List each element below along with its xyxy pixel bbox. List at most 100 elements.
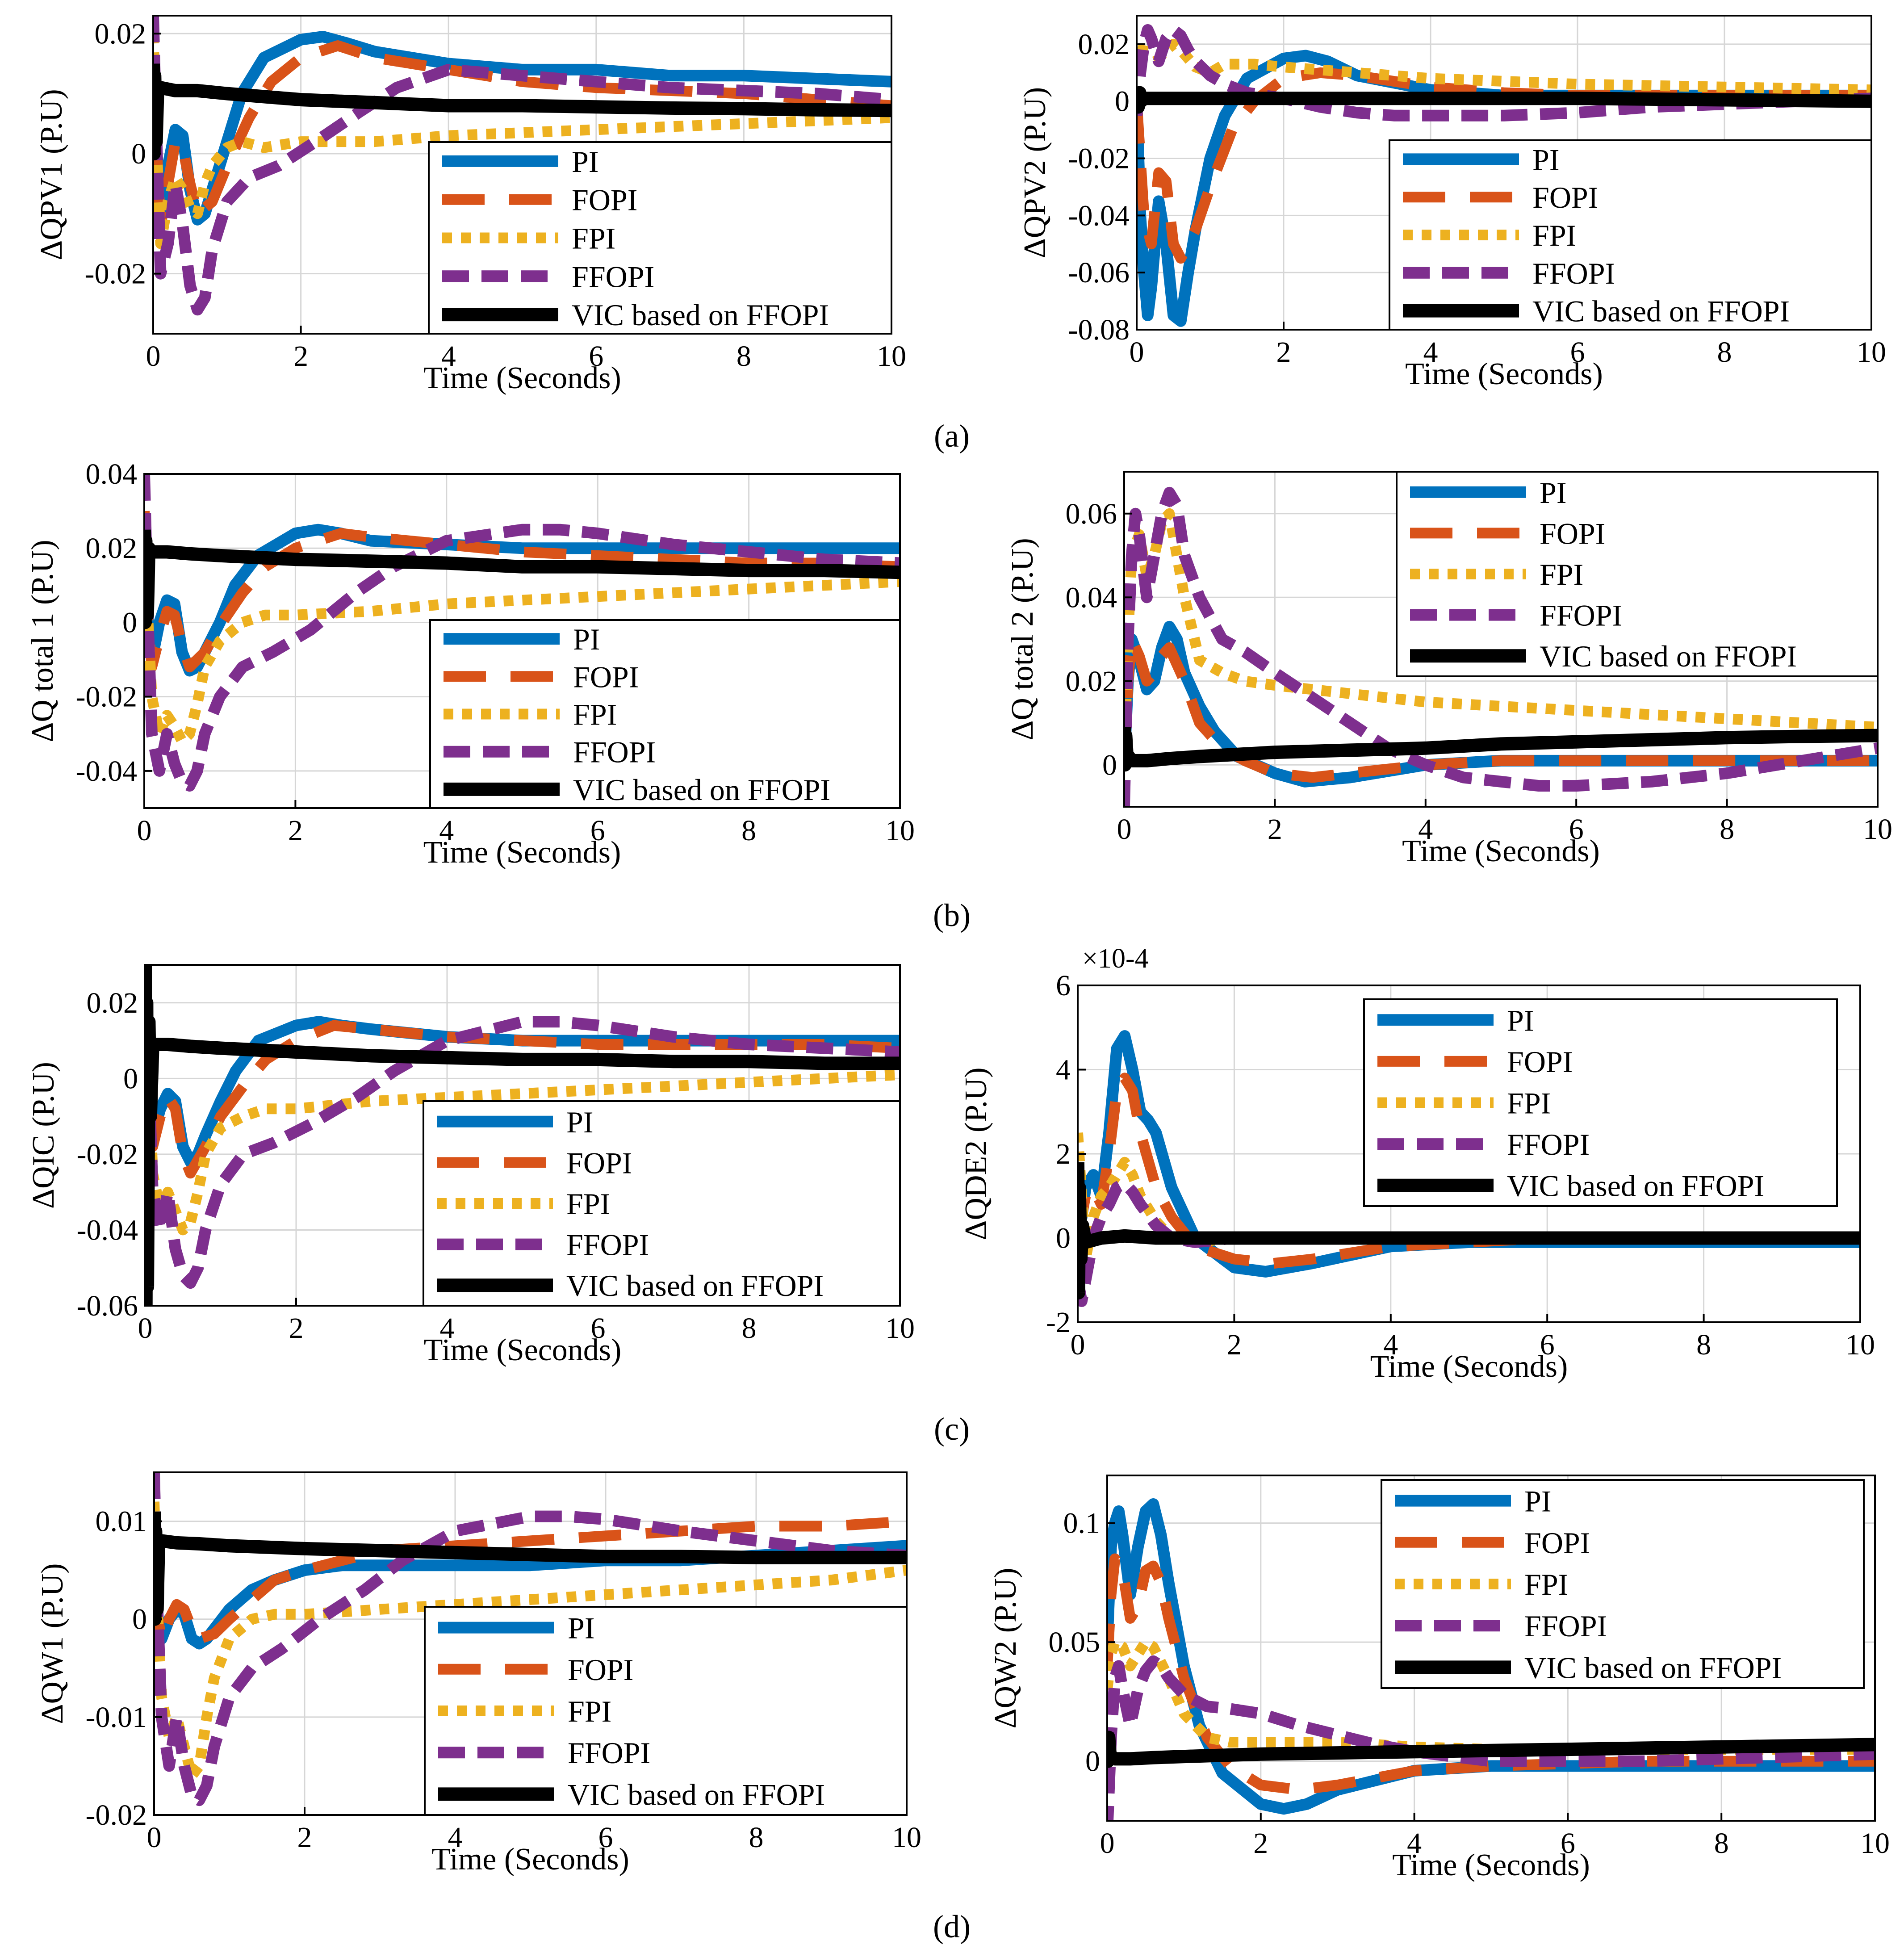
series-line-vic-based-on-ffopi xyxy=(1124,727,1878,772)
x-tick-label: 6 xyxy=(590,814,605,847)
legend-entry-label: FOPI xyxy=(572,183,637,217)
x-tick-label: 8 xyxy=(736,340,751,373)
x-tick-label: 8 xyxy=(749,1821,764,1854)
x-tick-label: 4 xyxy=(1407,1827,1422,1860)
legend-entry-label: FPI xyxy=(1524,1567,1568,1601)
x-tick-label: 6 xyxy=(591,1312,606,1345)
series-line-fpi xyxy=(144,529,900,747)
x-tick-label: 4 xyxy=(1423,336,1438,369)
legend-entry-label: FFOPI xyxy=(1524,1609,1607,1643)
series-line-vic-based-on-ffopi xyxy=(145,965,900,1306)
y-tick-label: -0.01 xyxy=(86,1701,147,1734)
chart-b-right: 0 2 4 6 8 10 0 0.02 0.04 0.06 Time (Seconds) ΔQ tot… xyxy=(1005,471,1892,868)
x-tick-label: 0 xyxy=(146,340,161,373)
y-axis-label: ΔQDE2 (P.U) xyxy=(959,1067,993,1240)
series-line-vic-based-on-ffopi xyxy=(154,1511,907,1626)
y-tick-label: -0.04 xyxy=(76,755,137,788)
x-tick-label: 8 xyxy=(741,814,756,847)
x-tick-label: 8 xyxy=(1696,1328,1711,1361)
legend-entry-label: FPI xyxy=(568,1694,611,1728)
series-layer xyxy=(154,1472,907,1806)
legend-entry-label: FPI xyxy=(566,1187,610,1221)
legend-entry-label: PI xyxy=(1532,142,1559,176)
legend-entry-label: VIC based on FFOPI xyxy=(1532,294,1790,328)
x-axis-label: Time (Seconds) xyxy=(1392,1848,1590,1882)
x-tick-label: 6 xyxy=(1569,813,1584,846)
chart-d-left: 0 2 4 6 8 10 -0.02 -0.01 0 0.01 Time (Seconds) ΔQW1… xyxy=(35,1471,921,1877)
x-tick-label: 6 xyxy=(598,1821,613,1854)
legend: PI FOPI FPI FFOPI VIC based on FFOPI xyxy=(424,1606,908,1816)
legend-box xyxy=(424,1606,908,1816)
legend-entry-label: VIC based on FFOPI xyxy=(573,773,830,807)
legend-entry-label: PI xyxy=(568,1611,594,1645)
y-tick-label: 0 xyxy=(132,1603,147,1636)
y-axis-label: ΔQW1 (P.U) xyxy=(35,1563,70,1724)
series-layer xyxy=(145,965,900,1306)
series-line-vic-based-on-ffopi xyxy=(1137,86,1871,114)
series-layer xyxy=(1107,1498,1875,1821)
legend-entry-label: FFOPI xyxy=(1507,1127,1590,1161)
y-tick-label: -0.04 xyxy=(1068,199,1130,232)
chart-c-left: 0 2 4 6 8 10 -0.06 -0.04 -0.02 0 0.02 Time (Seconds… xyxy=(26,964,915,1367)
legend-box xyxy=(1381,1479,1865,1689)
y-tick-label: 0 xyxy=(131,138,146,170)
y-axis-label: ΔQPV1 (P.U) xyxy=(34,89,69,260)
chart-b-left: 0 2 4 6 8 10 -0.04 -0.02 0 0.02 0.04 Time (Seconds)… xyxy=(25,458,915,870)
x-tick-label: 6 xyxy=(589,340,603,373)
x-axis-label: Time (Seconds) xyxy=(431,1842,629,1877)
legend-entry-label: FFOPI xyxy=(573,735,656,769)
y-tick-label: 0.02 xyxy=(95,17,146,50)
y-tick-label: 0 xyxy=(123,1062,138,1095)
legend-entry-label: PI xyxy=(566,1105,593,1139)
x-tick-label: 2 xyxy=(1268,813,1282,846)
legend-entry-label: FFOPI xyxy=(566,1228,649,1262)
legend-entry-label: FFOPI xyxy=(1532,256,1615,290)
x-tick-label: 10 xyxy=(892,1821,921,1854)
x-axis-label: Time (Seconds) xyxy=(1402,834,1600,868)
legend-entry-label: FPI xyxy=(1540,557,1583,591)
legend-box xyxy=(1389,139,1872,331)
series-line-ffopi xyxy=(154,1472,907,1806)
series-line-fpi xyxy=(1107,1637,1875,1755)
legend-entry-label: FFOPI xyxy=(572,260,654,293)
legend: PI FOPI FPI FFOPI VIC based on FFOPI xyxy=(423,1100,901,1307)
x-tick-label: 10 xyxy=(885,1312,915,1345)
legend: PI FOPI FPI FFOPI VIC based on FFOPI xyxy=(1389,139,1872,331)
legend-entry-label: FFOPI xyxy=(568,1736,650,1770)
series-line-ffopi xyxy=(153,16,891,316)
x-tick-label: 10 xyxy=(1845,1328,1875,1361)
legend-entry-label: PI xyxy=(1524,1484,1551,1518)
x-tick-label: 2 xyxy=(1227,1328,1242,1361)
legend-entry-label: VIC based on FFOPI xyxy=(1540,639,1797,673)
legend-entry-label: VIC based on FFOPI xyxy=(1524,1651,1782,1685)
legend-entry-label: VIC based on FFOPI xyxy=(568,1777,825,1811)
x-tick-label: 10 xyxy=(885,814,915,847)
x-tick-label: 6 xyxy=(1561,1827,1575,1860)
y-tick-label: 0.02 xyxy=(86,532,138,565)
y-tick-label: 0.02 xyxy=(1066,665,1117,698)
series-layer xyxy=(153,16,891,316)
y-tick-label: 0 xyxy=(1102,749,1117,781)
panel-label-c: (c) xyxy=(934,1411,970,1447)
x-tick-label: 4 xyxy=(1418,813,1433,846)
y-tick-label: 0.01 xyxy=(96,1505,147,1538)
series-line-ffopi xyxy=(144,474,900,792)
x-tick-label: 0 xyxy=(1100,1827,1115,1860)
series-layer xyxy=(144,474,900,792)
series-line-vic-based-on-ffopi xyxy=(1078,1162,1860,1299)
panel-label-b: (b) xyxy=(933,897,971,933)
y-tick-label: 4 xyxy=(1056,1054,1071,1086)
x-tick-label: 4 xyxy=(1383,1328,1398,1361)
x-axis-label: Time (Seconds) xyxy=(1370,1349,1568,1384)
legend: PI FOPI FPI FFOPI VIC based on FFOPI xyxy=(428,141,892,335)
y-tick-label: 0 xyxy=(122,606,137,639)
x-tick-label: 8 xyxy=(742,1312,757,1345)
legend-entry-label: FOPI xyxy=(1507,1045,1573,1079)
legend-entry-label: PI xyxy=(572,145,598,179)
legend-entry-label: PI xyxy=(1540,476,1566,510)
x-tick-label: 4 xyxy=(448,1821,463,1854)
y-tick-label: 0 xyxy=(1085,1745,1100,1778)
panel-label-a: (a) xyxy=(934,418,970,454)
